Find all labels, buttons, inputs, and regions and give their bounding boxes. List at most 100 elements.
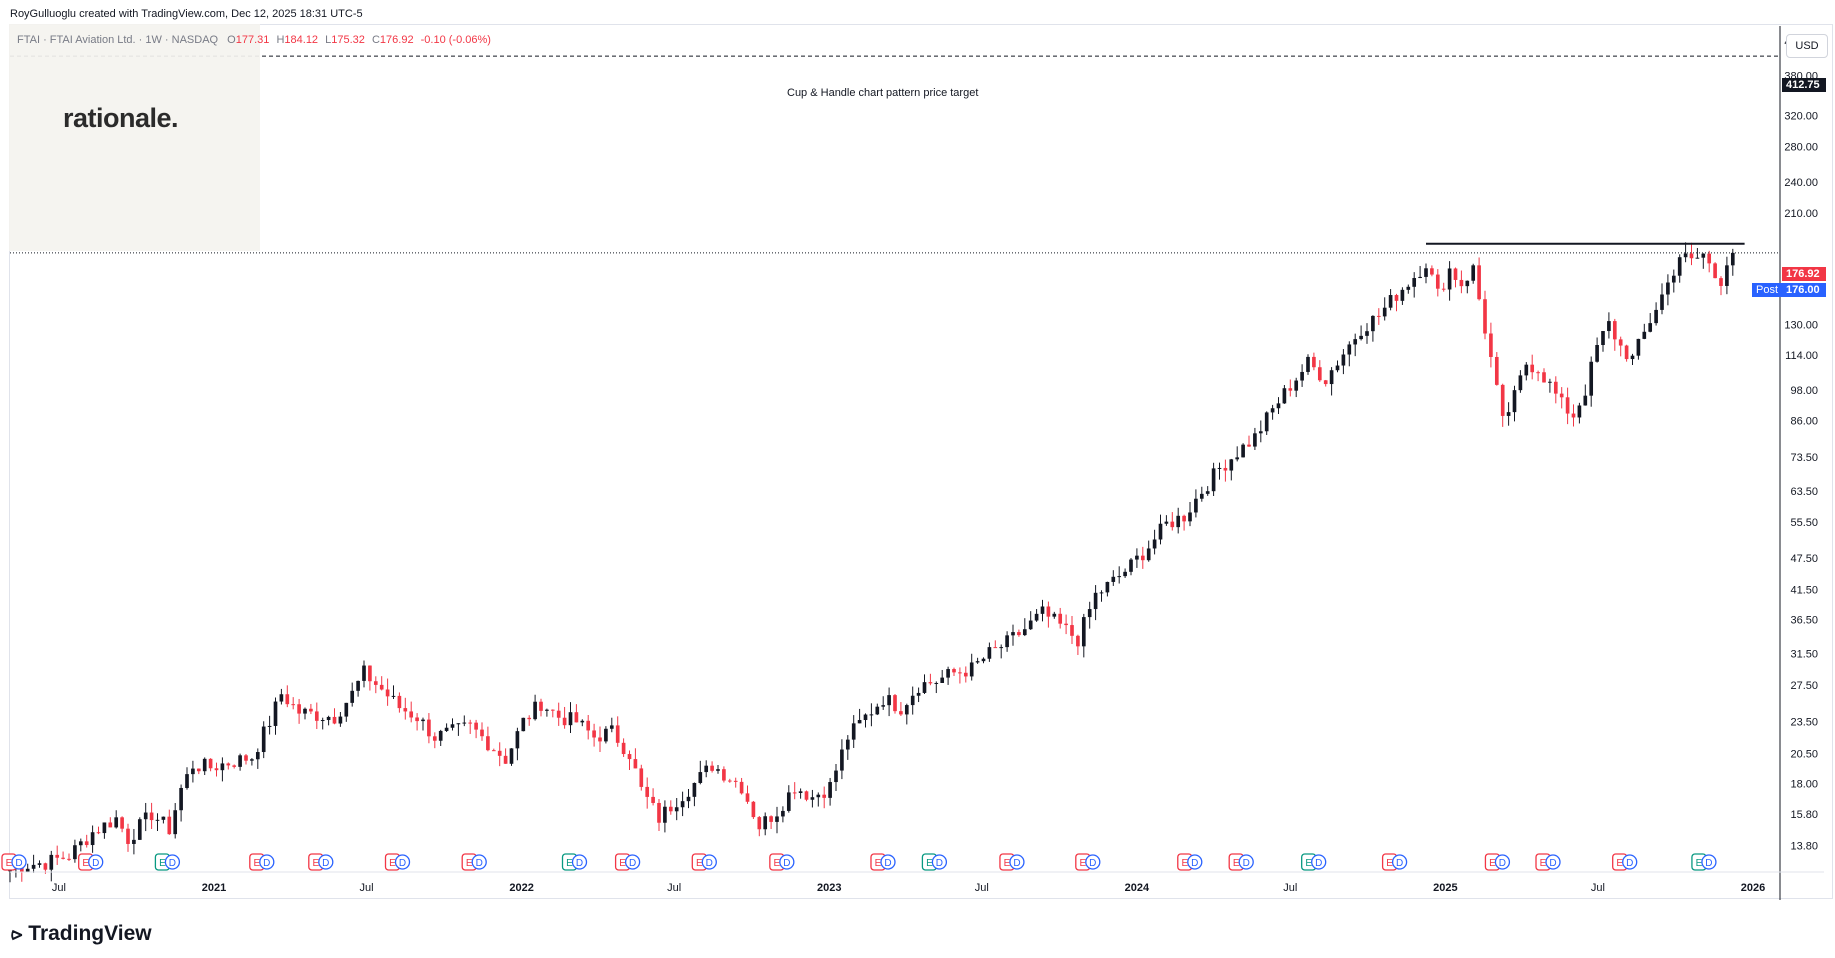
candle-body — [1371, 315, 1375, 332]
candle-body — [757, 817, 762, 830]
candle-body — [202, 758, 207, 772]
candle — [1111, 570, 1116, 586]
dividend-letter: D — [884, 858, 891, 869]
candle — [621, 738, 626, 757]
candle-body — [1565, 397, 1570, 414]
candle — [810, 789, 815, 808]
candle — [1164, 515, 1169, 526]
candle-body — [1140, 555, 1145, 561]
candle — [710, 761, 714, 773]
candle — [1654, 302, 1658, 326]
time-axis[interactable]: Jul 2021 Jul 2022 Jul 2023 Jul 2024 Jul 2025 Jul 20… — [10, 871, 1824, 894]
candle-body — [592, 730, 596, 738]
candle — [509, 748, 514, 766]
candle-body — [963, 672, 968, 677]
candle-body — [1512, 390, 1517, 413]
candle-body — [149, 812, 154, 821]
symbol-label[interactable]: FTAI · FTAI Aviation Ltd. · 1W · NASDAQ — [17, 34, 219, 46]
candle-body — [491, 750, 496, 752]
candle-body — [403, 708, 408, 712]
candle — [727, 778, 732, 783]
dividend-letter: D — [15, 858, 22, 869]
candle — [1506, 402, 1511, 426]
candle — [952, 667, 956, 677]
candle — [627, 750, 632, 771]
attribution-text: RoyGulluoglu created with TradingView.co… — [10, 8, 363, 20]
candle-body — [710, 765, 714, 771]
candle-body — [303, 708, 307, 714]
candle-body — [733, 780, 738, 782]
candle-body — [379, 684, 384, 690]
candle — [1022, 618, 1027, 637]
candle — [993, 640, 998, 649]
candle-body — [1317, 367, 1322, 381]
candle-body — [1418, 276, 1422, 279]
price-tick-label: 130.00 — [1784, 319, 1818, 331]
dividend-letter: D — [783, 858, 790, 869]
candle — [497, 742, 502, 767]
candle-body — [1264, 412, 1269, 432]
candle — [863, 713, 868, 728]
candle-body — [1194, 498, 1198, 513]
currency-button[interactable]: USD — [1786, 34, 1828, 58]
candle-body — [663, 806, 667, 823]
price-axis[interactable]: 440.00380.00320.00280.00240.00210.00150.… — [1779, 26, 1818, 900]
candle-body — [1146, 548, 1151, 561]
candle — [1666, 274, 1670, 306]
candle-body — [999, 647, 1004, 649]
candle — [521, 717, 526, 732]
candle — [881, 696, 886, 710]
dividend-badge — [880, 854, 896, 870]
candle-body — [786, 792, 791, 811]
dividend-badge — [624, 854, 641, 870]
candle-body — [126, 828, 130, 844]
candle-body — [1040, 606, 1045, 614]
candle — [25, 863, 30, 873]
dividend-badge — [471, 854, 487, 870]
candle — [1418, 265, 1422, 279]
candle — [1081, 613, 1086, 658]
candle-body — [1542, 372, 1546, 383]
candle-body — [232, 765, 237, 767]
candle-body — [373, 681, 378, 685]
candle-body — [43, 863, 48, 870]
candle — [1530, 354, 1535, 380]
dividend-letter: D — [322, 858, 329, 869]
candle — [403, 697, 408, 720]
candle-body — [185, 774, 189, 788]
candle — [1494, 352, 1499, 386]
candle-body — [1300, 371, 1304, 381]
candle-body — [1471, 265, 1476, 281]
time-tick-label: Jul — [975, 882, 989, 894]
candle — [149, 802, 154, 829]
candle-body — [503, 755, 508, 764]
candle — [1158, 514, 1163, 545]
candle-body — [1052, 613, 1057, 617]
candle — [491, 748, 496, 752]
dividend-badge — [701, 854, 717, 870]
earnings-letter: E — [312, 858, 319, 869]
candle — [704, 760, 709, 778]
tradingview-branding[interactable]: ⪧ TradingView — [11, 922, 152, 946]
candle — [84, 834, 89, 848]
price-tick-label: 210.00 — [1784, 208, 1818, 220]
candle-body — [397, 695, 402, 709]
candle-body — [226, 763, 231, 766]
candle-body — [1170, 521, 1175, 528]
dividend-badge — [394, 854, 411, 870]
candle-body — [1211, 468, 1216, 492]
candle — [285, 685, 290, 708]
candle — [1235, 446, 1240, 462]
candle-body — [167, 816, 172, 835]
candle — [1388, 289, 1393, 311]
candle — [739, 777, 744, 795]
candle — [1241, 443, 1245, 458]
candle-body — [415, 717, 419, 722]
candle — [1258, 420, 1263, 443]
candle — [120, 816, 124, 833]
candle-body — [1241, 444, 1245, 458]
